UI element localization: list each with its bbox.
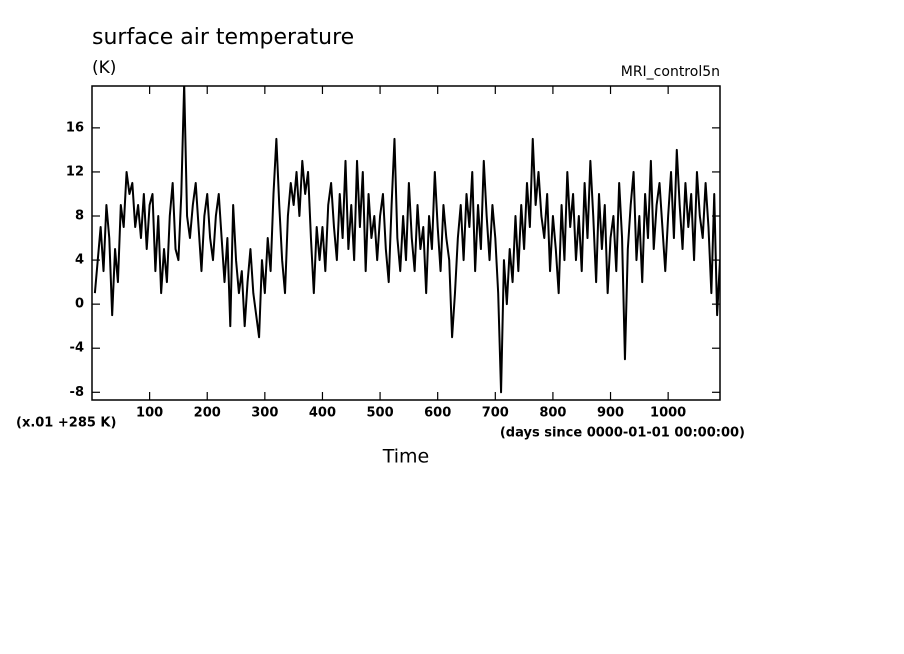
unit-label: (K): [92, 58, 116, 78]
x-axis-label: Time: [382, 446, 430, 468]
x-tick-label: 1000: [650, 406, 686, 421]
series-line: [93, 86, 720, 394]
x-tick-label: 400: [309, 406, 336, 421]
y-offset-label: (x.01 +285 K): [16, 416, 116, 431]
plot-frame: [91, 85, 721, 401]
y-tick-label: 16: [66, 120, 84, 135]
x-tick-label: 100: [136, 406, 163, 421]
y-tick-label: 4: [75, 253, 84, 268]
x-tick-label: 200: [194, 406, 221, 421]
y-tick-label: 8: [75, 209, 84, 224]
y-tick-label: 12: [66, 164, 84, 179]
x-tick-label: 900: [597, 406, 624, 421]
subtitle: MRI_control5n: [621, 64, 720, 80]
x-units-label: (days since 0000-01-01 00:00:00): [500, 426, 745, 441]
x-tick-label: 800: [539, 406, 566, 421]
chart-title: surface air temperature: [92, 25, 354, 50]
x-tick-label: 300: [251, 406, 278, 421]
x-tick-label: 600: [424, 406, 451, 421]
y-tick-label: -4: [70, 341, 84, 356]
x-tick-label: 700: [482, 406, 509, 421]
x-tick-label: 500: [367, 406, 394, 421]
y-tick-label: 0: [75, 297, 84, 312]
y-tick-label: -8: [70, 385, 84, 400]
